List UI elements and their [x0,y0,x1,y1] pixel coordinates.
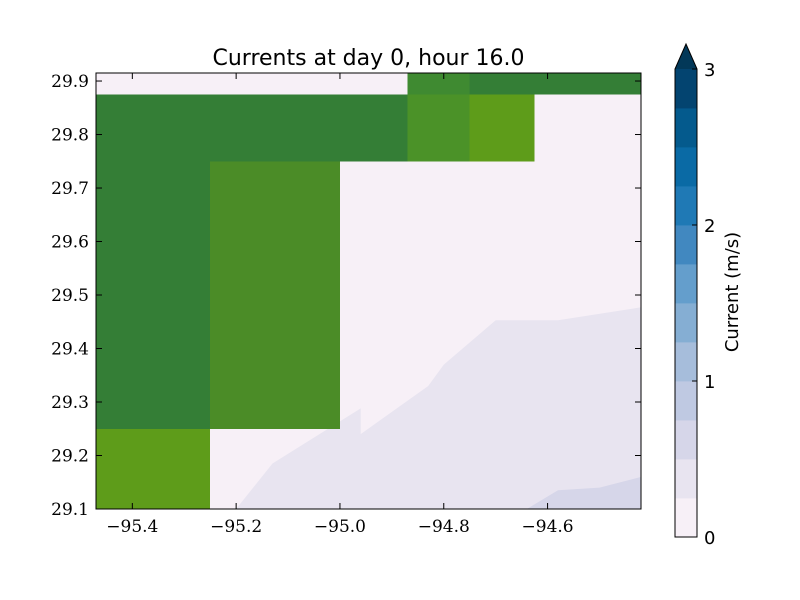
chart-title: Currents at day 0, hour 16.0 [213,46,525,71]
colorbar-band [675,147,697,187]
colorbar-band [675,108,697,148]
colorbar-band [675,186,697,226]
y-tick-label: 29.5 [51,286,89,306]
grid-cell-1 [96,94,408,162]
y-axis: 29.1 29.2 29.3 29.4 29.5 29.6 29.7 29.8 29.9 [51,72,641,520]
y-tick-label: 29.9 [51,72,89,92]
plot-area [96,73,641,509]
grid-cell-8 [96,428,211,509]
colorbar-band [675,459,697,499]
colorbar-band [675,264,697,304]
y-tick-label: 29.4 [51,340,89,360]
x-axis: −95.4 −95.2 −95.0 −94.8 −94.6 [106,73,574,537]
colorbar-band [675,498,697,538]
x-tick-label: −95.4 [106,517,158,537]
colorbar-band [675,381,697,421]
colorbar-tick-label: 1 [704,372,715,393]
grid-cell-6 [469,73,641,95]
colorbar-tick-label: 2 [704,216,715,237]
colorbar-band [675,69,697,109]
y-tick-label: 29.2 [51,447,89,467]
colorbar-band [675,303,697,343]
y-tick-label: 29.3 [51,393,89,413]
y-tick-label: 29.6 [51,233,89,253]
plot-border [95,72,642,510]
colorbar-band [675,420,697,460]
grid-cell-7 [210,161,340,429]
contour-region-1 [236,307,641,509]
y-tick-label: 29.1 [51,500,89,520]
y-tick-label: 29.8 [51,126,89,146]
x-tick-label: −94.8 [418,517,470,537]
colorbar-extend-arrow [675,44,697,69]
x-tick-label: −95.0 [314,517,366,537]
x-tick-label: −95.2 [210,517,262,537]
plot-frame [95,72,642,510]
grid-cell-2 [96,161,211,429]
colorbar-band [675,342,697,382]
colorbar: 0 1 2 3 [674,42,715,549]
colorbar-label: Current (m/s) [722,232,743,352]
grid-cell-4 [469,94,535,162]
colorbar-tick-label: 0 [704,528,715,549]
grid-cell-3 [407,94,470,162]
colorbar-band [675,225,697,265]
y-tick-label: 29.7 [51,179,89,199]
contour-region-2 [526,476,641,509]
grid-cell-5 [407,73,470,95]
colorbar-tick-label: 3 [704,60,715,81]
x-tick-label: −94.6 [522,517,574,537]
